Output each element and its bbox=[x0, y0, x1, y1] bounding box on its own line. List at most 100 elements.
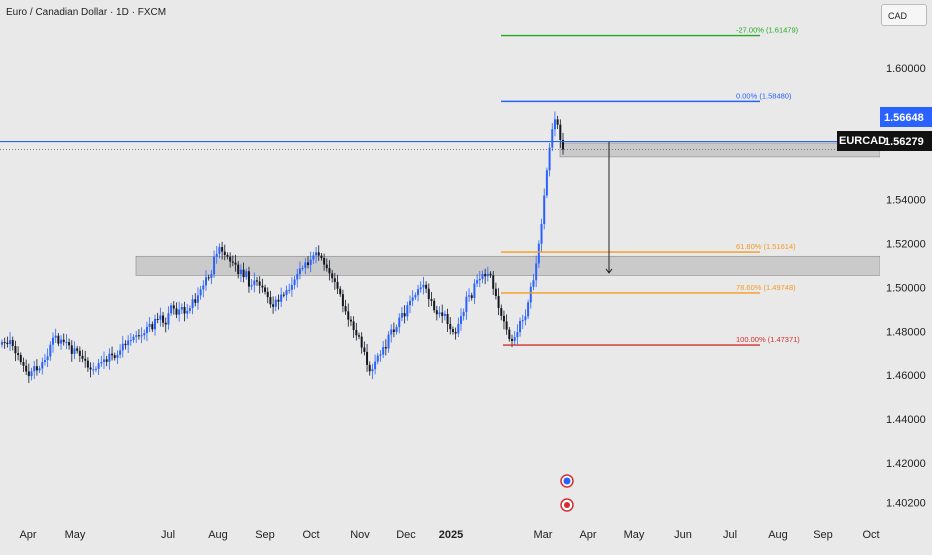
candle-body bbox=[250, 285, 253, 287]
y-tick-label: 1.52000 bbox=[886, 239, 926, 251]
y-tick-label: 1.40200 bbox=[886, 497, 926, 509]
candle-body bbox=[516, 332, 519, 338]
candle-body bbox=[363, 347, 366, 352]
candle-body bbox=[454, 331, 457, 334]
candle-body bbox=[164, 322, 167, 325]
candle-body bbox=[468, 295, 471, 297]
candle-body bbox=[435, 310, 438, 315]
candle-body bbox=[371, 369, 374, 372]
candle-body bbox=[105, 359, 108, 362]
candle-body bbox=[46, 356, 49, 361]
candle-body bbox=[178, 309, 181, 315]
candle-body bbox=[162, 315, 165, 323]
candle-body bbox=[76, 348, 79, 351]
candle-body bbox=[325, 264, 328, 269]
chart-area[interactable]: -27.00% (1.61479) 0.00% (1.58480) 61.80% (… bbox=[0, 0, 881, 520]
candle-body bbox=[290, 285, 293, 290]
candle-body bbox=[22, 362, 25, 366]
candle-body bbox=[489, 273, 492, 276]
candle-body bbox=[154, 319, 156, 330]
candle-body bbox=[532, 280, 535, 287]
candle-body bbox=[119, 350, 122, 355]
candle-body bbox=[406, 305, 409, 317]
candle-body bbox=[180, 306, 183, 310]
candle-body bbox=[478, 278, 481, 281]
candle-body bbox=[57, 335, 60, 344]
candle-body bbox=[535, 263, 538, 281]
price-scale[interactable]: 1.40200 1.42000 1.44000 1.46000 1.48000 1.500… bbox=[880, 0, 932, 520]
candle-body bbox=[196, 295, 199, 303]
candle-body bbox=[199, 289, 202, 296]
candle-body bbox=[264, 287, 267, 292]
candle-body bbox=[422, 284, 425, 288]
fib-label-4: 100.00% (1.47371) bbox=[736, 335, 800, 344]
candle-body bbox=[470, 295, 473, 298]
candle-body bbox=[433, 300, 436, 311]
candle-body bbox=[473, 283, 476, 298]
candle-body bbox=[108, 353, 111, 362]
candle-body bbox=[492, 275, 495, 289]
candle-body bbox=[135, 335, 138, 337]
candle-body bbox=[323, 258, 326, 265]
candle-body bbox=[545, 170, 548, 196]
candle-body bbox=[70, 345, 73, 354]
candle-body bbox=[215, 253, 218, 257]
candle-body bbox=[226, 254, 229, 257]
candle-body bbox=[9, 340, 12, 345]
candle-body bbox=[35, 366, 38, 371]
candle-body bbox=[307, 262, 309, 266]
candle-body bbox=[443, 313, 446, 316]
candle-body bbox=[537, 243, 540, 264]
candle-body bbox=[298, 268, 301, 275]
candle-body bbox=[65, 342, 68, 344]
candle-body bbox=[358, 335, 360, 337]
candle-body bbox=[497, 295, 500, 309]
candle-body bbox=[317, 252, 320, 256]
candle-body bbox=[132, 336, 135, 341]
candle-body bbox=[524, 316, 527, 321]
candle-body bbox=[398, 317, 401, 328]
candle-body bbox=[312, 255, 315, 260]
ticker-price-label: 1.56279 bbox=[884, 136, 924, 148]
candle-body bbox=[194, 299, 197, 303]
fib-label-1: 0.00% (1.58480) bbox=[736, 91, 792, 100]
candle-body bbox=[148, 324, 151, 327]
candle-body bbox=[462, 312, 465, 317]
candle-body bbox=[17, 353, 20, 356]
candle-body bbox=[191, 299, 194, 309]
x-tick-label: Jun bbox=[674, 529, 692, 541]
candle-body bbox=[409, 300, 411, 306]
candle-body bbox=[103, 359, 105, 363]
candle-body bbox=[339, 288, 342, 295]
candle-body bbox=[38, 368, 41, 371]
candle-body bbox=[41, 362, 44, 369]
y-tick-label: 1.46000 bbox=[886, 370, 926, 382]
candle-body bbox=[320, 255, 323, 259]
candle-body bbox=[62, 339, 65, 343]
candle-body bbox=[129, 340, 132, 342]
candle-body bbox=[89, 367, 92, 370]
eur-flag-icon bbox=[563, 477, 571, 485]
x-tick-label: May bbox=[624, 529, 645, 541]
candle-body bbox=[269, 297, 272, 305]
candle-body bbox=[379, 354, 382, 356]
candle-body bbox=[344, 306, 347, 312]
candle-body bbox=[441, 312, 444, 316]
candle-body bbox=[253, 280, 256, 286]
currency-button[interactable]: CAD bbox=[881, 4, 927, 26]
candle-body bbox=[486, 273, 489, 277]
candle-body bbox=[277, 299, 280, 302]
time-scale[interactable]: Apr May Jul Aug Sep Oct Nov Dec 2025 Mar Apr May Jun… bbox=[0, 520, 880, 550]
candle-body bbox=[205, 277, 207, 286]
candle-body bbox=[419, 287, 422, 290]
candle-body bbox=[360, 336, 363, 348]
candle-body bbox=[97, 363, 100, 369]
candle-body bbox=[234, 262, 237, 265]
candle-body bbox=[285, 290, 288, 295]
candle-body bbox=[304, 262, 307, 268]
candle-body bbox=[84, 358, 87, 361]
y-tick-label: 1.44000 bbox=[886, 414, 926, 426]
x-tick-label: Jul bbox=[161, 529, 175, 541]
candlestick-chart[interactable]: -27.00% (1.61479) 0.00% (1.58480) 61.80% (… bbox=[0, 0, 881, 520]
candle-body bbox=[33, 366, 36, 372]
